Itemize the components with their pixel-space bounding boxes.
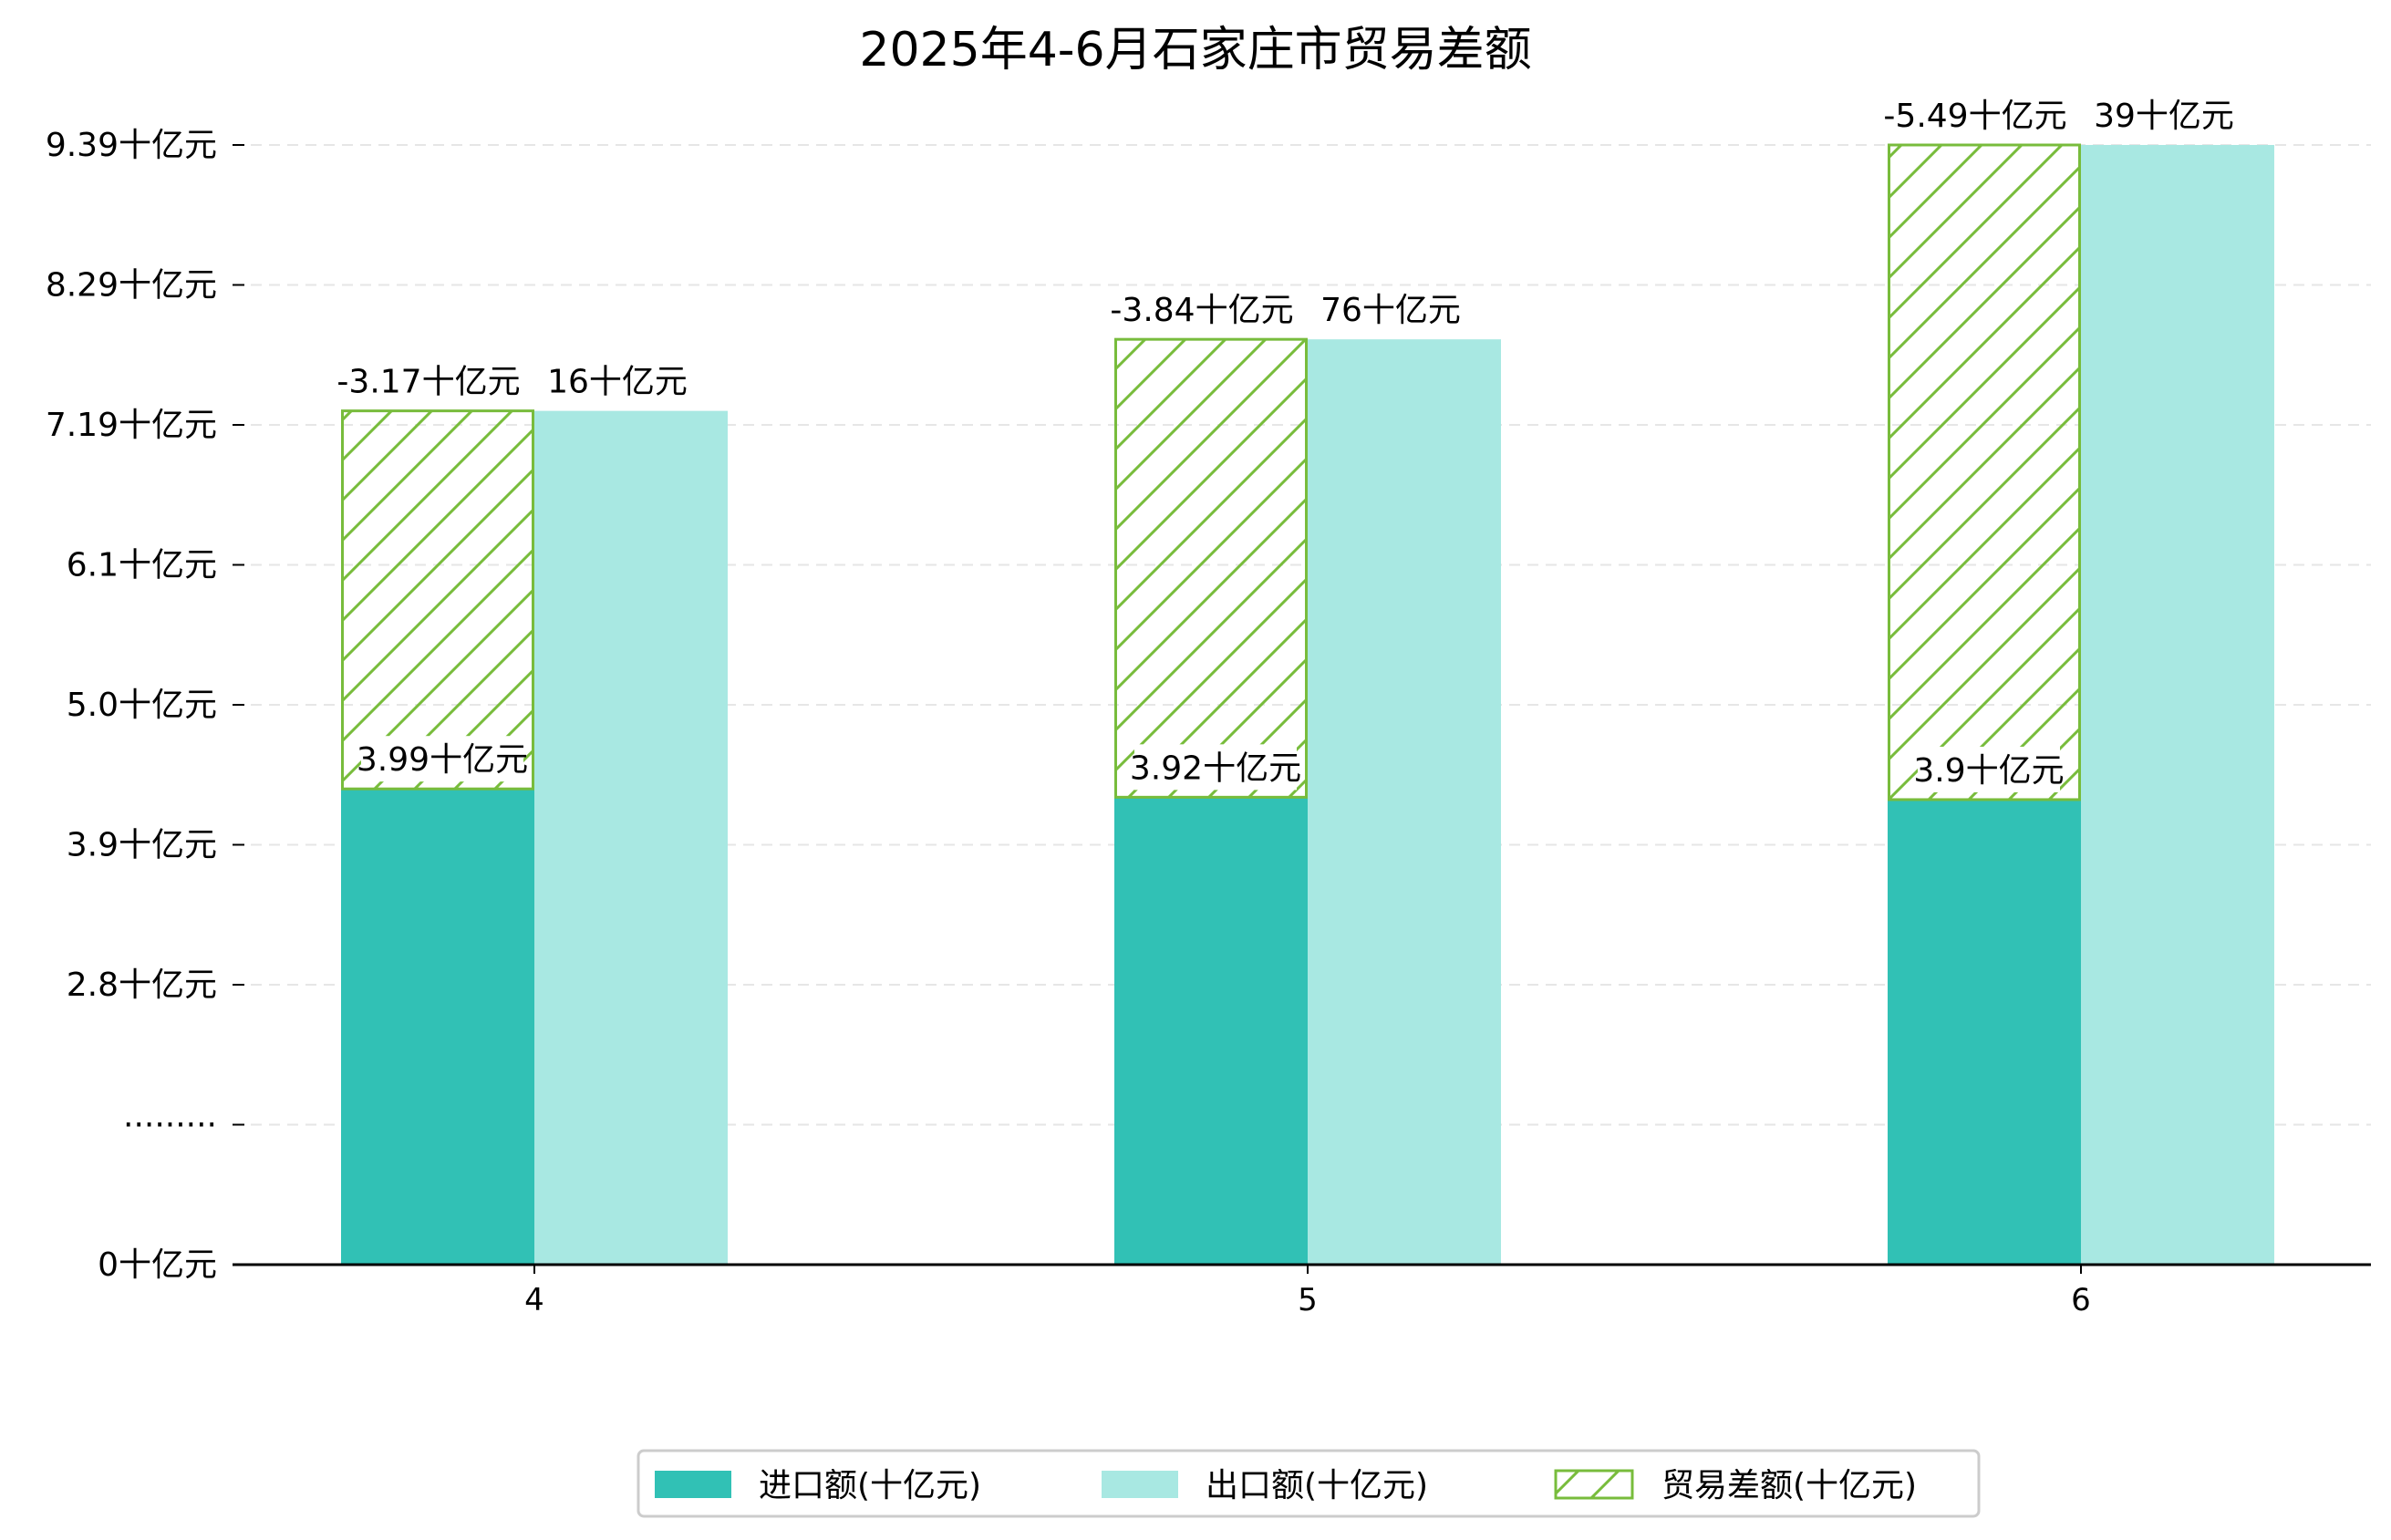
bar-export bbox=[2081, 145, 2274, 1265]
y-tick-label: 3.9十亿元 bbox=[67, 827, 217, 864]
data-label-export-bg bbox=[1330, 286, 1452, 333]
y-tick-label: 0十亿元 bbox=[98, 1246, 217, 1284]
data-label-trade-balance-bg bbox=[337, 357, 520, 404]
y-tick-label: 8.29十亿元 bbox=[46, 267, 217, 305]
x-tick-label: 6 bbox=[2071, 1282, 2091, 1318]
data-label-export: 16十亿元 bbox=[547, 364, 688, 401]
bar-export bbox=[534, 410, 728, 1265]
data-label-export: 76十亿元 bbox=[1320, 292, 1461, 329]
legend: 进口额(十亿元) 出口额(十亿元) 贸易差额(十亿元) bbox=[637, 1449, 1981, 1518]
legend-label: 贸易差额(十亿元) bbox=[1661, 1467, 1917, 1504]
data-label-import-bg bbox=[1134, 744, 1297, 791]
data-label-import-bg bbox=[1918, 746, 2060, 792]
legend-swatch bbox=[1102, 1471, 1178, 1498]
bar-import bbox=[341, 789, 534, 1265]
data-label-import: 3.9十亿元 bbox=[1913, 752, 2064, 790]
legend-box bbox=[637, 1449, 1981, 1518]
data-label-import-bg bbox=[361, 736, 523, 782]
legend-label: 进口额(十亿元) bbox=[759, 1467, 981, 1504]
bar-import bbox=[1888, 799, 2081, 1265]
data-label-export: 39十亿元 bbox=[2094, 98, 2234, 135]
data-label-export-bg bbox=[556, 357, 678, 404]
bar-import bbox=[1114, 797, 1308, 1265]
y-tick-label: 6.1十亿元 bbox=[67, 547, 217, 584]
legend-label: 出口额(十亿元) bbox=[1206, 1467, 1428, 1504]
y-tick-label: ········· bbox=[123, 1107, 217, 1144]
data-label-import: 3.99十亿元 bbox=[357, 741, 528, 779]
data-label-trade-balance: -3.17十亿元 bbox=[336, 364, 520, 401]
x-tick-label: 5 bbox=[1298, 1282, 1318, 1318]
bar-export bbox=[1308, 339, 1501, 1265]
data-label-export-bg bbox=[2103, 92, 2225, 138]
legend-swatch bbox=[655, 1471, 731, 1498]
data-label-import: 3.92十亿元 bbox=[1130, 749, 1301, 787]
y-tick-label: 2.8十亿元 bbox=[67, 966, 217, 1004]
bar-trade-balance bbox=[1888, 143, 2081, 801]
y-tick-label: 5.0十亿元 bbox=[67, 687, 217, 724]
y-tick-label: 7.19十亿元 bbox=[46, 407, 217, 444]
chart-title: 2025年4-6月石家庄市贸易差额 bbox=[859, 23, 1531, 78]
x-axis-ticks: 4 5 6 bbox=[524, 1265, 2091, 1318]
data-labels: 3.99十亿元 16十亿元 -3.17十亿元 3.92十亿元 76十亿元 -3.84十亿元… bbox=[336, 92, 2234, 792]
y-tick-label: 9.39十亿元 bbox=[46, 127, 217, 164]
data-label-trade-balance-bg bbox=[1111, 286, 1293, 333]
legend-swatch bbox=[1554, 1469, 1634, 1500]
data-label-trade-balance-bg bbox=[1884, 92, 2066, 138]
data-label-trade-balance: -3.84十亿元 bbox=[1110, 292, 1293, 329]
bars bbox=[341, 143, 2274, 1265]
data-label-trade-balance: -5.49十亿元 bbox=[1883, 98, 2066, 135]
bar-trade-balance bbox=[341, 409, 534, 791]
bar-trade-balance bbox=[1114, 337, 1308, 799]
x-tick-label: 4 bbox=[524, 1282, 544, 1318]
y-axis-ticks: 0十亿元 ········· 2.8十亿元 3.9十亿元 5.0十亿元 6.1十亿元 7.1… bbox=[46, 127, 244, 1284]
